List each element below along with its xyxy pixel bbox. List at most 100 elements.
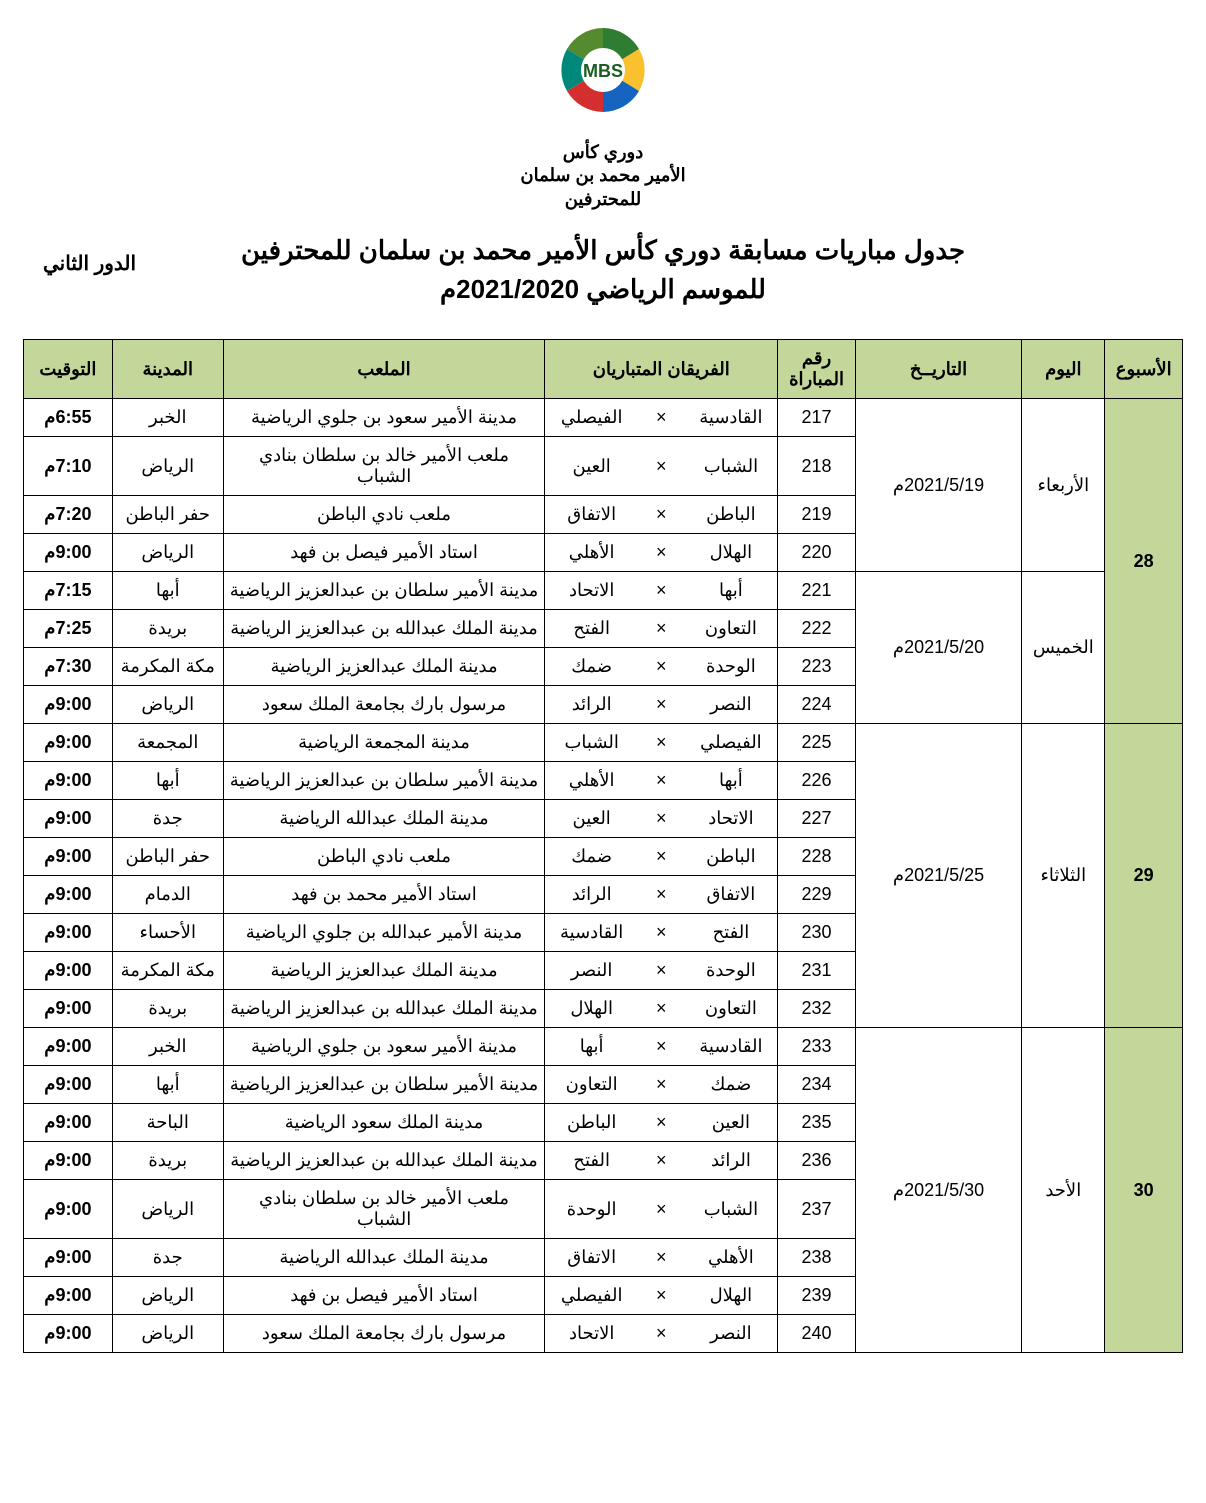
city-cell: المجمعة <box>112 724 223 762</box>
week-cell: 30 <box>1105 1028 1183 1353</box>
match-no-cell: 240 <box>778 1315 856 1353</box>
match-no-cell: 223 <box>778 648 856 686</box>
team-home: الباطن <box>685 496 778 534</box>
table-row: 28الأربعاء2021/5/19م217القادسية×الفيصليم… <box>24 399 1183 437</box>
city-cell: حفر الباطن <box>112 496 223 534</box>
time-cell: 9:00م <box>24 990 113 1028</box>
time-cell: 9:00م <box>24 1315 113 1353</box>
vs-icon: × <box>638 724 685 762</box>
time-cell: 9:00م <box>24 1239 113 1277</box>
team-home: الشباب <box>685 437 778 496</box>
city-cell: حفر الباطن <box>112 838 223 876</box>
time-cell: 9:00م <box>24 1066 113 1104</box>
match-no-cell: 237 <box>778 1180 856 1239</box>
vs-icon: × <box>638 648 685 686</box>
team-home: التعاون <box>685 990 778 1028</box>
vs-icon: × <box>638 1180 685 1239</box>
match-no-cell: 226 <box>778 762 856 800</box>
team-home: الهلال <box>685 1277 778 1315</box>
date-cell: 2021/5/19م <box>855 399 1021 572</box>
match-no-cell: 219 <box>778 496 856 534</box>
title-row: جدول مباريات مسابقة دوري كأس الأمير محمد… <box>23 231 1183 309</box>
team-away: التعاون <box>545 1066 638 1104</box>
title-line1: جدول مباريات مسابقة دوري كأس الأمير محمد… <box>241 231 965 270</box>
team-away: الاتحاد <box>545 1315 638 1353</box>
match-no-cell: 235 <box>778 1104 856 1142</box>
team-home: ضمك <box>685 1066 778 1104</box>
logo-caption: دوري كأس الأمير محمد بن سلمان للمحترفين <box>23 141 1183 211</box>
city-cell: بريدة <box>112 990 223 1028</box>
vs-icon: × <box>638 1315 685 1353</box>
time-cell: 9:00م <box>24 800 113 838</box>
city-cell: الباحة <box>112 1104 223 1142</box>
week-cell: 29 <box>1105 724 1183 1028</box>
team-home: الرائد <box>685 1142 778 1180</box>
city-cell: الخبر <box>112 1028 223 1066</box>
logo-block: MBS دوري كأس الأمير محمد بن سلمان للمحتر… <box>23 20 1183 211</box>
hdr-day: اليوم <box>1022 340 1105 399</box>
table-header: الأسبوع اليوم التاريــخ رقم المباراة الف… <box>24 340 1183 399</box>
match-no-cell: 220 <box>778 534 856 572</box>
stadium-cell: مدينة الأمير سلطان بن عبدالعزيز الرياضية <box>223 762 545 800</box>
hdr-date: التاريــخ <box>855 340 1021 399</box>
time-cell: 7:15م <box>24 572 113 610</box>
match-no-cell: 233 <box>778 1028 856 1066</box>
vs-icon: × <box>638 496 685 534</box>
time-cell: 9:00م <box>24 724 113 762</box>
stadium-cell: مدينة الملك عبدالله بن عبدالعزيز الرياضي… <box>223 990 545 1028</box>
team-away: العين <box>545 800 638 838</box>
time-cell: 7:30م <box>24 648 113 686</box>
vs-icon: × <box>638 952 685 990</box>
city-cell: بريدة <box>112 610 223 648</box>
city-cell: الرياض <box>112 1277 223 1315</box>
stadium-cell: مدينة الملك عبدالله بن عبدالعزيز الرياضي… <box>223 1142 545 1180</box>
stadium-cell: مدينة المجمعة الرياضية <box>223 724 545 762</box>
team-away: الفيصلي <box>545 1277 638 1315</box>
team-away: الرائد <box>545 876 638 914</box>
stadium-cell: مدينة الملك عبدالله بن عبدالعزيز الرياضي… <box>223 610 545 648</box>
team-away: الفيصلي <box>545 399 638 437</box>
team-home: الاتحاد <box>685 800 778 838</box>
time-cell: 9:00م <box>24 686 113 724</box>
match-no-cell: 225 <box>778 724 856 762</box>
team-away: الباطن <box>545 1104 638 1142</box>
time-cell: 7:20م <box>24 496 113 534</box>
stadium-cell: استاد الأمير محمد بن فهد <box>223 876 545 914</box>
match-no-cell: 234 <box>778 1066 856 1104</box>
stadium-cell: مدينة الملك سعود الرياضية <box>223 1104 545 1142</box>
stadium-cell: استاد الأمير فيصل بن فهد <box>223 1277 545 1315</box>
match-no-cell: 239 <box>778 1277 856 1315</box>
stadium-cell: ملعب نادي الباطن <box>223 496 545 534</box>
league-logo-icon: MBS <box>538 20 668 130</box>
team-away: الرائد <box>545 686 638 724</box>
stadium-cell: مدينة الأمير سلطان بن عبدالعزيز الرياضية <box>223 572 545 610</box>
logo-line1: دوري كأس <box>23 141 1183 164</box>
team-home: النصر <box>685 1315 778 1353</box>
time-cell: 9:00م <box>24 1142 113 1180</box>
time-cell: 9:00م <box>24 914 113 952</box>
team-home: الأهلي <box>685 1239 778 1277</box>
date-cell: 2021/5/25م <box>855 724 1021 1028</box>
team-away: أبها <box>545 1028 638 1066</box>
team-home: التعاون <box>685 610 778 648</box>
stadium-cell: ملعب الأمير خالد بن سلطان بنادي الشباب <box>223 1180 545 1239</box>
stadium-cell: استاد الأمير فيصل بن فهد <box>223 534 545 572</box>
city-cell: أبها <box>112 572 223 610</box>
team-home: أبها <box>685 762 778 800</box>
team-home: الهلال <box>685 534 778 572</box>
city-cell: الرياض <box>112 1180 223 1239</box>
table-body: 28الأربعاء2021/5/19م217القادسية×الفيصليم… <box>24 399 1183 1353</box>
time-cell: 9:00م <box>24 762 113 800</box>
stadium-cell: مدينة الملك عبدالله الرياضية <box>223 1239 545 1277</box>
match-no-cell: 218 <box>778 437 856 496</box>
team-home: الوحدة <box>685 952 778 990</box>
stadium-cell: مدينة الأمير سعود بن جلوي الرياضية <box>223 399 545 437</box>
city-cell: أبها <box>112 1066 223 1104</box>
vs-icon: × <box>638 1104 685 1142</box>
table-row: 29الثلاثاء2021/5/25م225الفيصلي×الشبابمدي… <box>24 724 1183 762</box>
schedule-table: الأسبوع اليوم التاريــخ رقم المباراة الف… <box>23 339 1183 1353</box>
match-no-cell: 236 <box>778 1142 856 1180</box>
hdr-time: التوقيت <box>24 340 113 399</box>
team-away: الاتحاد <box>545 572 638 610</box>
stadium-cell: مرسول بارك بجامعة الملك سعود <box>223 686 545 724</box>
